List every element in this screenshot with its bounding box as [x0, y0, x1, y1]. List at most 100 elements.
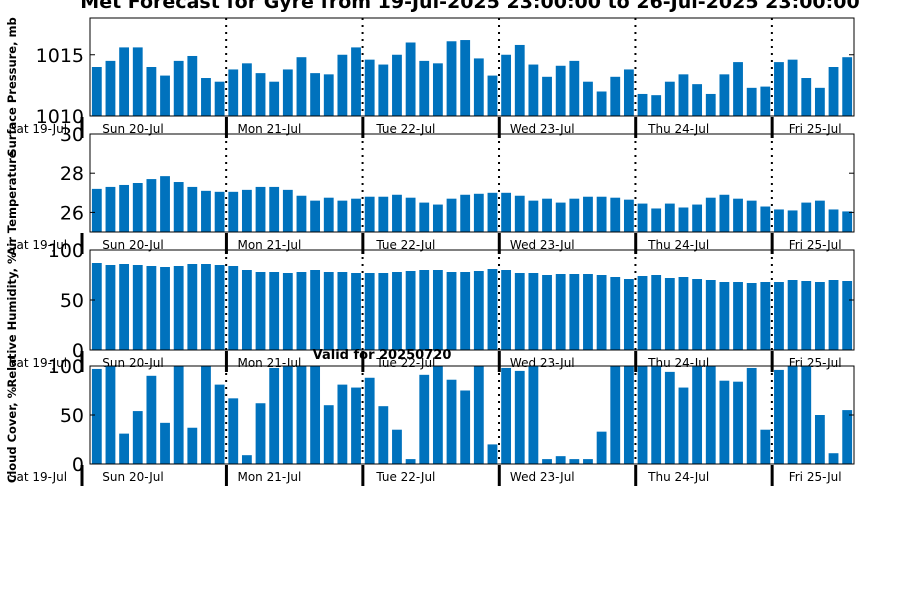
bar-1-19	[337, 54, 348, 116]
ytick-label-2-2: 28	[60, 163, 84, 185]
day-label-1-7: Fri 25-Jul	[789, 122, 842, 136]
bar-2-16	[296, 195, 307, 232]
bar-3-47	[719, 282, 730, 350]
bar-4-19	[337, 384, 348, 464]
bar-3-10	[214, 265, 225, 350]
bar-4-4	[132, 411, 143, 464]
bar-3-43	[664, 278, 675, 350]
bar-2-40	[623, 199, 634, 232]
bar-2-51	[774, 209, 784, 232]
bar-3-53	[801, 281, 812, 350]
ytick-label-3-3: 100	[48, 240, 84, 262]
bar-4-15	[282, 366, 293, 464]
bar-1-45	[692, 84, 703, 116]
bar-2-42	[651, 208, 662, 232]
bar-1-21	[364, 59, 375, 116]
bar-3-23	[392, 272, 402, 350]
bar-3-7	[173, 266, 184, 350]
bar-2-31	[501, 192, 512, 232]
bar-4-8	[187, 427, 198, 464]
bar-3-4	[132, 265, 143, 350]
bar-3-2	[105, 265, 116, 350]
bar-4-14	[269, 367, 280, 464]
bar-1-55	[828, 67, 839, 116]
bar-3-1	[91, 263, 102, 350]
bar-3-55	[828, 280, 839, 350]
bar-2-43	[664, 203, 675, 232]
bar-4-53	[801, 366, 812, 464]
bar-2-21	[364, 196, 375, 232]
bar-2-48	[733, 198, 743, 232]
ytick-label-2-3: 30	[60, 124, 84, 146]
bar-2-44	[678, 207, 689, 232]
bar-4-36	[569, 459, 580, 464]
bar-2-35	[555, 202, 566, 232]
bar-4-7	[173, 366, 184, 464]
bar-4-9	[201, 366, 211, 464]
bar-3-49	[746, 283, 757, 350]
bar-3-42	[651, 275, 662, 350]
bar-1-28	[460, 40, 471, 116]
bar-2-41	[637, 203, 648, 232]
day-label-1-3: Mon 21-Jul	[237, 122, 301, 136]
bar-2-25	[419, 202, 430, 232]
bar-2-38	[596, 196, 607, 232]
day-label-2-1: Sat 19-Jul	[9, 238, 67, 252]
bar-3-40	[623, 279, 634, 350]
bar-2-39	[610, 197, 621, 232]
bar-4-17	[310, 366, 321, 464]
day-label-1-6: Thu 24-Jul	[647, 122, 709, 136]
bar-3-27	[446, 272, 457, 350]
bar-2-47	[719, 194, 730, 232]
bar-3-54	[814, 282, 825, 350]
bar-4-48	[733, 381, 743, 464]
bar-1-9	[201, 78, 211, 116]
bar-4-30	[487, 444, 498, 464]
bar-3-56	[842, 281, 853, 350]
bar-2-55	[828, 209, 839, 232]
ytick-label-2-1: 26	[60, 202, 84, 224]
bar-2-26	[432, 204, 443, 232]
bar-2-36	[569, 198, 580, 232]
bar-2-4	[132, 183, 143, 232]
bar-2-28	[460, 194, 471, 232]
bar-2-12	[241, 189, 252, 232]
bar-2-29	[473, 193, 484, 232]
bar-4-51	[774, 369, 784, 464]
bar-4-38	[596, 431, 607, 464]
bar-4-55	[828, 453, 839, 464]
bar-4-45	[692, 366, 703, 464]
bar-1-23	[392, 54, 402, 116]
ytick-label-1-2: 1015	[36, 45, 84, 67]
bar-3-12	[241, 270, 252, 350]
bar-2-5	[146, 179, 157, 232]
bar-3-48	[733, 282, 743, 350]
bar-1-24	[405, 42, 416, 116]
bar-3-39	[610, 277, 621, 350]
bar-3-24	[405, 271, 416, 350]
bar-2-24	[405, 197, 416, 232]
bar-1-8	[187, 55, 198, 116]
bar-3-36	[569, 274, 580, 350]
bar-4-35	[555, 456, 566, 464]
bar-2-17	[310, 200, 321, 232]
bar-2-3	[119, 184, 130, 232]
bar-1-3	[119, 47, 130, 116]
bar-3-38	[596, 275, 607, 350]
bar-4-21	[364, 377, 375, 464]
bar-4-41	[637, 366, 648, 464]
bar-1-43	[664, 81, 675, 116]
bar-1-34	[542, 76, 552, 116]
bar-3-14	[269, 272, 280, 350]
bar-3-45	[692, 279, 703, 350]
bar-3-13	[255, 272, 266, 350]
bar-2-32	[514, 195, 525, 232]
bar-3-6	[160, 267, 170, 350]
bar-4-3	[119, 433, 130, 464]
bar-3-20	[351, 273, 361, 350]
day-label-1-5: Wed 23-Jul	[510, 122, 575, 136]
bar-3-31	[501, 270, 512, 350]
day-label-2-2: Sun 20-Jul	[102, 238, 163, 252]
bar-1-33	[528, 64, 539, 116]
bar-1-48	[733, 62, 743, 116]
